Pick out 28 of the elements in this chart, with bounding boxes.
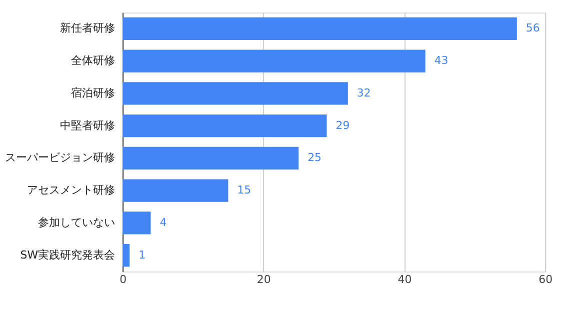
data-label: 1 xyxy=(138,248,146,262)
data-label: 25 xyxy=(308,151,322,164)
bar xyxy=(122,146,299,170)
data-label: 15 xyxy=(237,184,252,197)
data-label: 56 xyxy=(526,22,540,35)
data-label: 32 xyxy=(356,86,371,100)
x-tick-label: 20 xyxy=(256,273,271,286)
y-tick-label: アセスメント研修 xyxy=(27,184,116,197)
x-tick-label: 0 xyxy=(120,273,127,286)
bar xyxy=(122,17,517,40)
data-label: 4 xyxy=(160,216,167,229)
bar xyxy=(122,179,228,202)
y-tick-label: 参加していない xyxy=(38,216,116,229)
data-label: 43 xyxy=(434,54,448,68)
bar xyxy=(122,50,426,72)
y-tick-label: 新任者研修 xyxy=(60,22,116,35)
data-label: 29 xyxy=(336,118,350,132)
bar xyxy=(122,212,151,234)
bar xyxy=(122,244,130,267)
bar xyxy=(122,82,348,105)
y-tick-label: スーパービジョン研修 xyxy=(5,151,116,164)
y-tick-label: 宿泊研修 xyxy=(71,86,116,100)
x-tick-label: 40 xyxy=(398,273,412,286)
y-tick-label: 中堅者研修 xyxy=(60,118,116,132)
x-tick-label: 60 xyxy=(538,273,553,286)
y-tick-label: 全体研修 xyxy=(71,54,116,68)
bar xyxy=(122,114,327,138)
y-tick-label: SW実践研究発表会 xyxy=(20,248,116,262)
